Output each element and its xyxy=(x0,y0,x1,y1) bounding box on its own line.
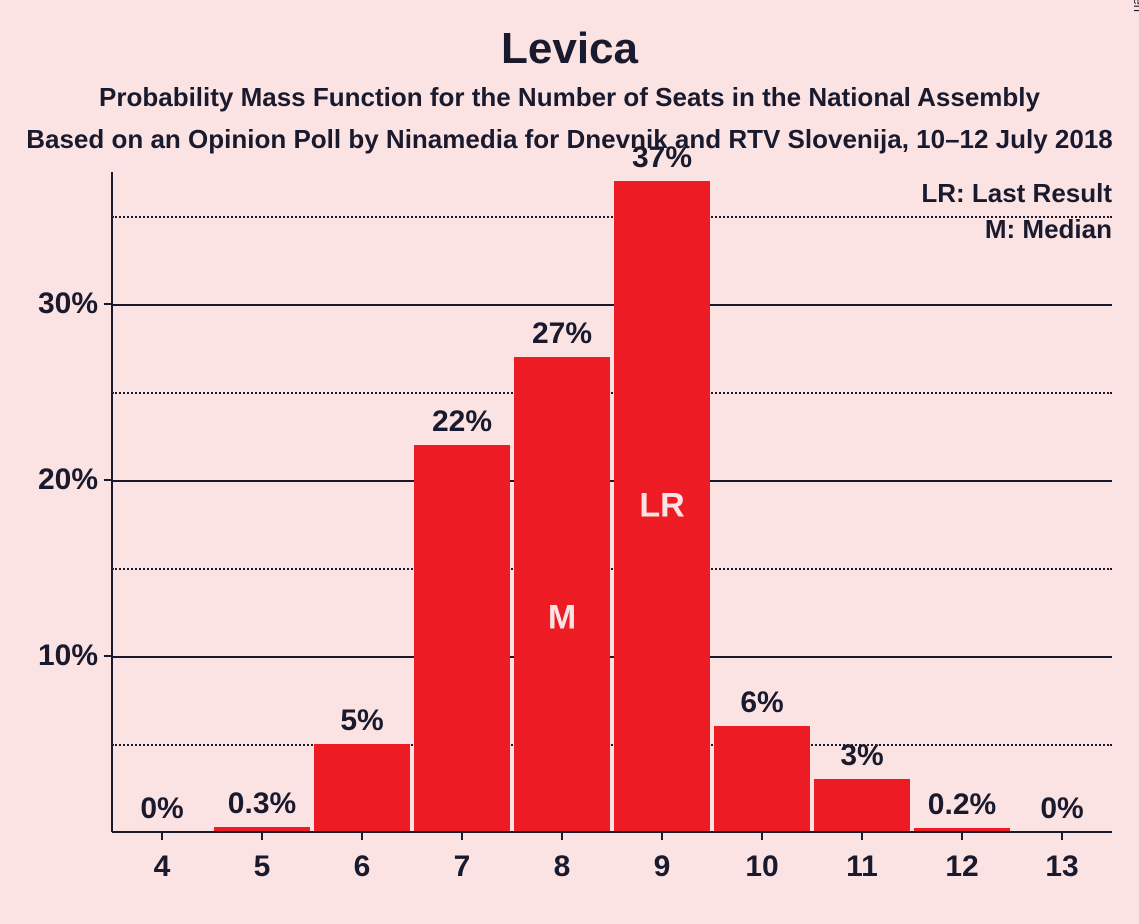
x-tick-label: 5 xyxy=(254,850,271,884)
plot-area: 10%20%30%0%40.3%55%622%727%M837%LR96%103… xyxy=(112,172,1112,832)
x-tick-mark xyxy=(461,832,463,840)
x-tick-label: 9 xyxy=(654,850,671,884)
bar-value-label: 37% xyxy=(614,141,710,175)
x-axis-line xyxy=(112,831,1112,833)
bar-value-label: 0% xyxy=(114,792,210,826)
y-tick-label: 10% xyxy=(38,639,98,673)
y-tick-label: 20% xyxy=(38,463,98,497)
bar-value-label: 0% xyxy=(1014,792,1110,826)
x-tick-label: 7 xyxy=(454,850,471,884)
gridline-major xyxy=(112,304,1112,306)
y-tick-label: 30% xyxy=(38,287,98,321)
x-tick-label: 6 xyxy=(354,850,371,884)
gridline-minor xyxy=(112,392,1112,394)
bar: 27%M xyxy=(514,357,610,832)
x-tick-label: 8 xyxy=(554,850,571,884)
x-tick-mark xyxy=(661,832,663,840)
x-tick-mark xyxy=(361,832,363,840)
bar-value-label: 22% xyxy=(414,405,510,439)
gridline-minor xyxy=(112,216,1112,218)
gridline-major xyxy=(112,480,1112,482)
chart-subtitle-1: Probability Mass Function for the Number… xyxy=(0,82,1139,113)
legend-item: LR: Last Result xyxy=(921,178,1112,209)
x-tick-label: 10 xyxy=(745,850,778,884)
gridline-minor xyxy=(112,744,1112,746)
bar: 5% xyxy=(314,744,410,832)
x-tick-mark xyxy=(1061,832,1063,840)
chart-subtitle-2: Based on an Opinion Poll by Ninamedia fo… xyxy=(0,124,1139,155)
bar: 3% xyxy=(814,779,910,832)
x-tick-mark xyxy=(561,832,563,840)
x-tick-mark xyxy=(961,832,963,840)
bar-value-label: 6% xyxy=(714,686,810,720)
x-tick-mark xyxy=(761,832,763,840)
x-tick-label: 11 xyxy=(846,850,878,884)
x-tick-mark xyxy=(161,832,163,840)
x-tick-label: 4 xyxy=(154,850,171,884)
x-tick-label: 13 xyxy=(1045,850,1078,884)
bar-value-label: 5% xyxy=(314,704,410,738)
bar: 37%LR xyxy=(614,181,710,832)
bar-inner-label: LR xyxy=(614,487,710,526)
bar-value-label: 27% xyxy=(514,317,610,351)
copyright-text: © 2018 Filip van Laenen xyxy=(1131,0,1139,12)
y-axis-line xyxy=(111,172,113,832)
x-tick-label: 12 xyxy=(945,850,978,884)
legend-item: M: Median xyxy=(985,214,1112,245)
bar: 6% xyxy=(714,726,810,832)
chart-container: Levica Probability Mass Function for the… xyxy=(0,0,1139,924)
gridline-major xyxy=(112,656,1112,658)
gridline-minor xyxy=(112,568,1112,570)
x-tick-mark xyxy=(861,832,863,840)
bar-value-label: 3% xyxy=(814,739,910,773)
bar: 22% xyxy=(414,445,510,832)
x-tick-mark xyxy=(261,832,263,840)
bar-value-label: 0.2% xyxy=(914,788,1010,822)
chart-title: Levica xyxy=(0,24,1139,74)
bar-inner-label: M xyxy=(514,599,610,638)
bar-value-label: 0.3% xyxy=(214,787,310,821)
